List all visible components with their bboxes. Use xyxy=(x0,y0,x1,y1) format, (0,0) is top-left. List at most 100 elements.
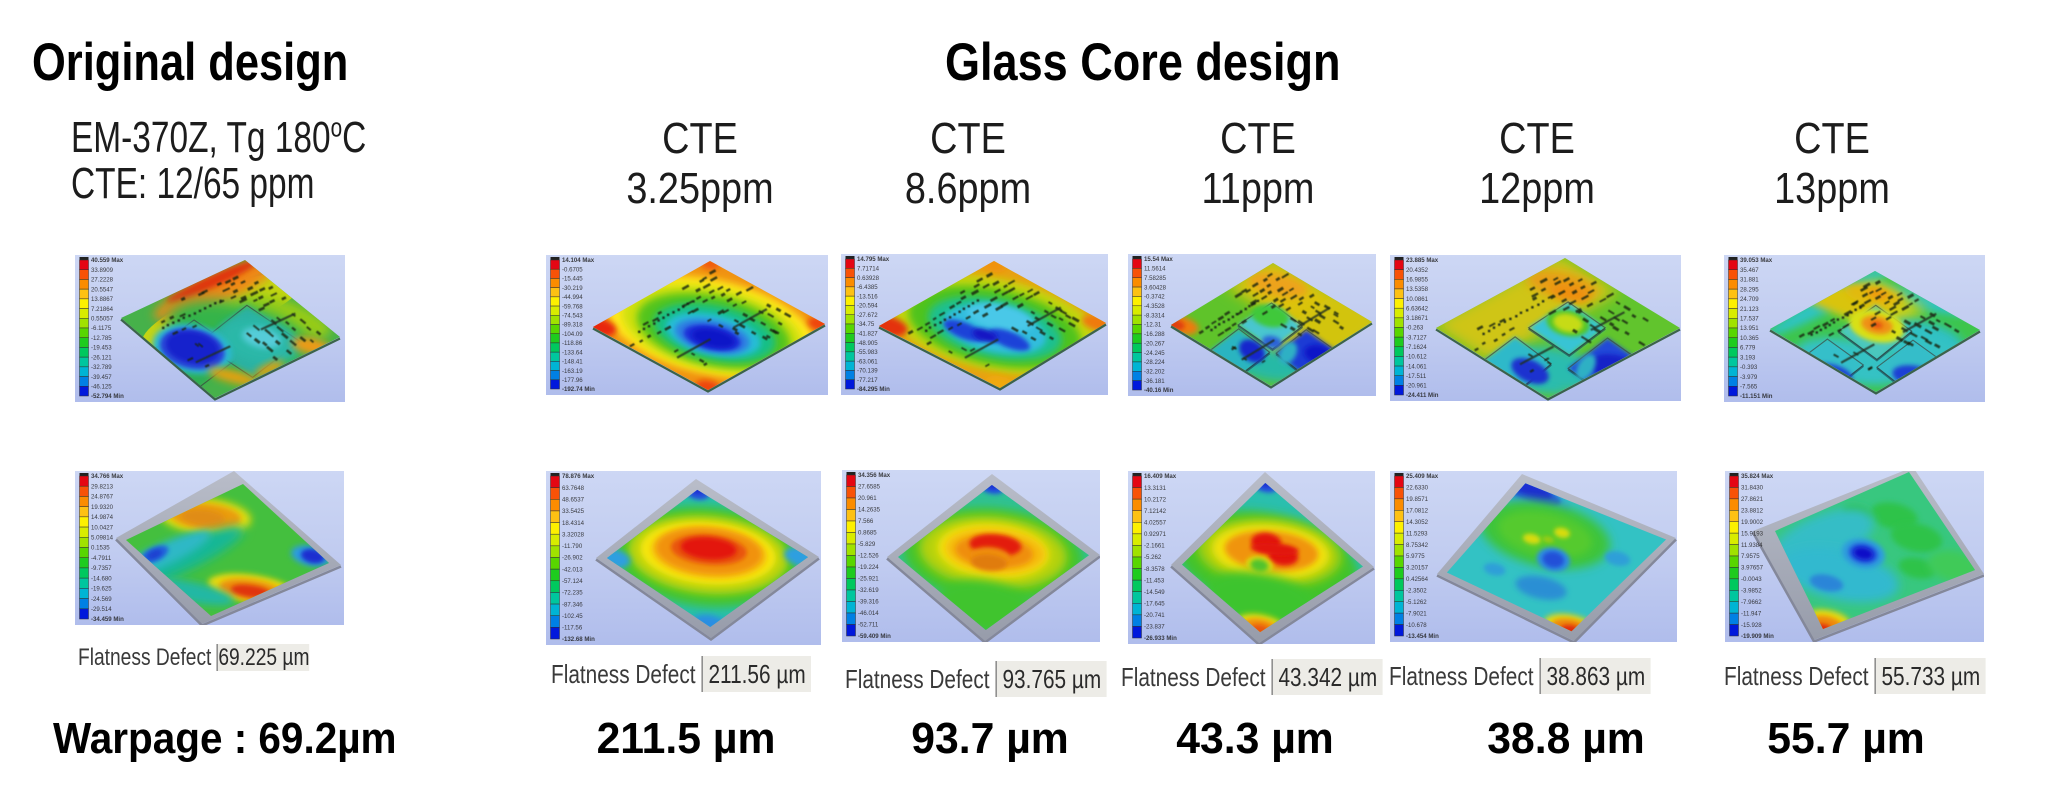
svg-text:-23.837: -23.837 xyxy=(1144,624,1165,631)
svg-text:-13.516: -13.516 xyxy=(857,293,878,300)
svg-text:31.8430: 31.8430 xyxy=(1741,485,1764,492)
svg-text:-26.902: -26.902 xyxy=(562,555,583,562)
svg-text:-59.768: -59.768 xyxy=(562,303,583,310)
svg-text:-7.9021: -7.9021 xyxy=(1406,610,1427,617)
svg-text:-15.928: -15.928 xyxy=(1741,622,1762,629)
svg-text:48.6537: 48.6537 xyxy=(562,497,585,504)
svg-text:-9.7357: -9.7357 xyxy=(91,565,112,572)
svg-text:-11.790: -11.790 xyxy=(562,543,583,550)
svg-text:-7.9662: -7.9662 xyxy=(1741,599,1762,606)
svg-text:-0.3742: -0.3742 xyxy=(1144,294,1165,301)
svg-text:0.8685: 0.8685 xyxy=(858,530,877,537)
svg-text:-84.295 Min: -84.295 Min xyxy=(857,386,890,393)
svg-text:-17.645: -17.645 xyxy=(1144,601,1165,608)
svg-text:19.9002: 19.9002 xyxy=(1741,519,1764,526)
svg-text:19.9320: 19.9320 xyxy=(91,504,114,511)
svg-text:-14.061: -14.061 xyxy=(1406,363,1427,370)
svg-text:-4.7911: -4.7911 xyxy=(91,555,112,562)
svg-text:0.92971: 0.92971 xyxy=(1144,531,1167,538)
svg-text:-148.41: -148.41 xyxy=(562,359,583,366)
svg-text:-20.741: -20.741 xyxy=(1144,612,1165,619)
svg-text:-26.121: -26.121 xyxy=(91,354,112,361)
svg-text:19.8571: 19.8571 xyxy=(1406,496,1429,503)
svg-text:-14.549: -14.549 xyxy=(1144,589,1165,596)
svg-text:33.8909: 33.8909 xyxy=(91,267,114,274)
svg-text:-8.3314: -8.3314 xyxy=(1144,312,1165,319)
svg-text:-70.139: -70.139 xyxy=(857,368,878,375)
svg-text:-29.514: -29.514 xyxy=(91,606,112,613)
svg-text:3.60428: 3.60428 xyxy=(1144,284,1167,291)
svg-text:16.409 Max: 16.409 Max xyxy=(1144,473,1177,480)
svg-text:11.5614: 11.5614 xyxy=(1144,266,1166,273)
svg-text:20.5547: 20.5547 xyxy=(91,286,114,293)
svg-text:-44.994: -44.994 xyxy=(562,294,583,301)
svg-text:13.5358: 13.5358 xyxy=(1406,286,1429,293)
svg-text:0.42564: 0.42564 xyxy=(1406,576,1429,583)
svg-text:3.97657: 3.97657 xyxy=(1741,565,1764,572)
svg-text:17.0812: 17.0812 xyxy=(1406,508,1429,515)
svg-text:-40.16 Min: -40.16 Min xyxy=(1144,387,1174,394)
svg-text:29.8213: 29.8213 xyxy=(91,483,114,490)
svg-text:-0.393: -0.393 xyxy=(1740,364,1758,371)
svg-text:-72.235: -72.235 xyxy=(562,590,583,597)
svg-text:-132.68 Min: -132.68 Min xyxy=(562,636,595,643)
svg-text:11.9384: 11.9384 xyxy=(1741,542,1763,549)
svg-text:-55.983: -55.983 xyxy=(857,349,878,356)
svg-text:23.885 Max: 23.885 Max xyxy=(1406,257,1439,264)
svg-text:13.951: 13.951 xyxy=(1740,325,1759,332)
svg-text:-0.6705: -0.6705 xyxy=(562,266,583,273)
svg-text:7.58285: 7.58285 xyxy=(1144,275,1167,282)
svg-text:-163.19: -163.19 xyxy=(562,368,583,375)
svg-text:-20.961: -20.961 xyxy=(1406,383,1427,390)
svg-text:-5.262: -5.262 xyxy=(1144,554,1162,561)
svg-text:39.053 Max: 39.053 Max xyxy=(1740,257,1773,264)
svg-text:7.21864: 7.21864 xyxy=(91,306,114,313)
svg-text:3.193: 3.193 xyxy=(1740,354,1756,361)
svg-text:-19.909 Min: -19.909 Min xyxy=(1741,633,1774,640)
svg-text:-6.4385: -6.4385 xyxy=(857,284,878,291)
svg-text:-0.263: -0.263 xyxy=(1406,325,1424,332)
svg-text:23.8812: 23.8812 xyxy=(1741,508,1764,515)
svg-text:-34.459 Min: -34.459 Min xyxy=(91,616,124,623)
svg-text:10.365: 10.365 xyxy=(1740,335,1759,342)
svg-text:-17.511: -17.511 xyxy=(1406,373,1427,380)
svg-text:-36.181: -36.181 xyxy=(1144,378,1165,385)
svg-text:7.566: 7.566 xyxy=(858,518,874,525)
svg-text:8.75342: 8.75342 xyxy=(1406,542,1429,549)
svg-text:-28.224: -28.224 xyxy=(1144,359,1165,366)
svg-text:-46.125: -46.125 xyxy=(91,384,112,391)
svg-text:0.63928: 0.63928 xyxy=(857,275,880,282)
svg-text:-32.789: -32.789 xyxy=(91,364,112,371)
svg-text:-26.933 Min: -26.933 Min xyxy=(1144,635,1177,642)
svg-text:-10.678: -10.678 xyxy=(1406,622,1427,629)
svg-text:-117.56: -117.56 xyxy=(562,625,583,632)
svg-text:-11.947: -11.947 xyxy=(1741,610,1762,617)
svg-text:-192.74 Min: -192.74 Min xyxy=(562,386,595,393)
svg-text:20.961: 20.961 xyxy=(858,495,877,502)
svg-text:14.9874: 14.9874 xyxy=(91,514,114,521)
svg-text:-52.711: -52.711 xyxy=(858,622,879,629)
svg-text:34.766 Max: 34.766 Max xyxy=(91,473,124,480)
svg-text:-24.569: -24.569 xyxy=(91,596,112,603)
svg-text:33.5425: 33.5425 xyxy=(562,508,585,515)
svg-text:-11.151 Min: -11.151 Min xyxy=(1740,393,1773,400)
svg-text:14.104 Max: 14.104 Max xyxy=(562,257,595,264)
svg-text:-3.7127: -3.7127 xyxy=(1406,334,1427,341)
svg-text:0.55057: 0.55057 xyxy=(91,316,114,323)
svg-text:27.2228: 27.2228 xyxy=(91,277,114,284)
svg-text:-41.827: -41.827 xyxy=(857,331,878,338)
svg-text:4.02557: 4.02557 xyxy=(1144,520,1167,527)
svg-text:7.9575: 7.9575 xyxy=(1741,553,1760,560)
svg-text:18.4314: 18.4314 xyxy=(562,520,585,527)
svg-text:-12.31: -12.31 xyxy=(1144,322,1162,329)
svg-text:-3.9852: -3.9852 xyxy=(1741,588,1762,595)
svg-text:-0.0043: -0.0043 xyxy=(1741,576,1762,583)
svg-text:-177.96: -177.96 xyxy=(562,377,583,384)
svg-text:-77.217: -77.217 xyxy=(857,377,878,384)
svg-text:6.63642: 6.63642 xyxy=(1406,305,1429,312)
svg-text:3.18671: 3.18671 xyxy=(1406,315,1429,322)
svg-text:-19.224: -19.224 xyxy=(858,564,879,571)
svg-text:-48.905: -48.905 xyxy=(857,340,878,347)
svg-text:-74.543: -74.543 xyxy=(562,313,583,320)
svg-text:14.2635: 14.2635 xyxy=(858,507,881,514)
